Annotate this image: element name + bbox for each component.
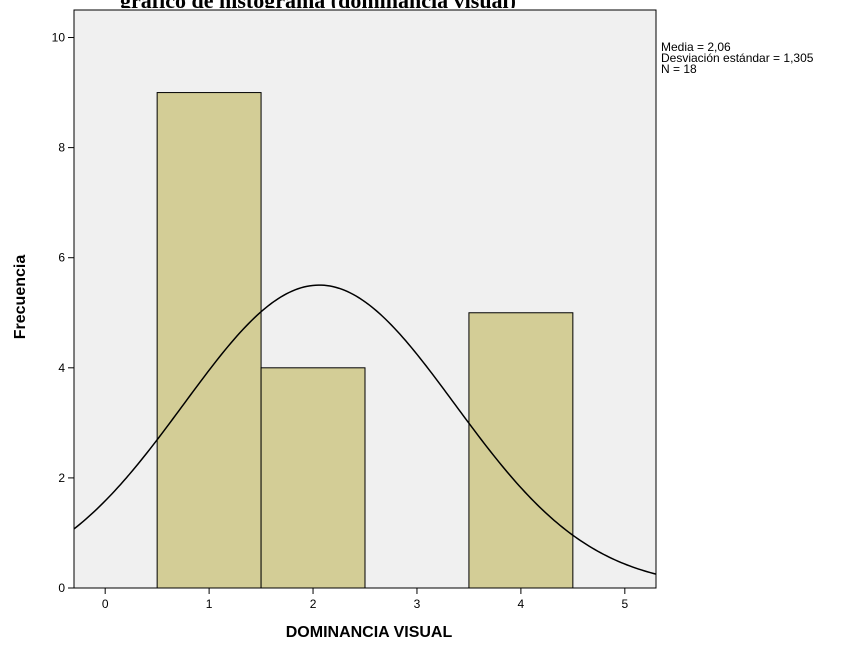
y-tick-label: 2 (58, 471, 65, 485)
stats-mean: Media = 2,06 (661, 40, 731, 54)
x-tick-label: 4 (518, 597, 525, 611)
histogram-bar (156, 92, 262, 589)
x-tick-label: 0 (102, 597, 109, 611)
chart-title-text: gráfico de histograma (dominancia visual… (120, 0, 516, 8)
y-tick-label: 8 (58, 141, 65, 155)
x-tick-label: 2 (310, 597, 317, 611)
x-tick-label: 3 (414, 597, 421, 611)
x-tick-label: 1 (206, 597, 213, 611)
x-axis: 0 1 2 3 4 5 (102, 588, 628, 611)
x-axis-title: DOMINANCIA VISUAL (286, 624, 453, 641)
stats-legend: Media = 2,06 Desviación estándar = 1,305… (661, 40, 814, 76)
stats-sd: Desviación estándar = 1,305 (661, 51, 814, 65)
histogram-bar (260, 367, 366, 589)
y-tick-label: 4 (58, 361, 65, 375)
histogram-bar (468, 312, 574, 589)
chart-title-partial: gráfico de histograma (dominancia visual… (0, 0, 861, 8)
normal-curve (73, 284, 657, 575)
plot-frame (73, 9, 657, 589)
bars-layer (156, 92, 574, 589)
y-tick-label: 6 (58, 251, 65, 265)
y-axis: 0 2 4 6 8 10 (52, 31, 74, 595)
x-tick-label: 5 (621, 597, 628, 611)
y-tick-label: 0 (58, 581, 65, 595)
y-tick-label: 10 (52, 31, 66, 45)
y-axis-title: Frecuencia (12, 255, 29, 340)
stats-n: N = 18 (661, 62, 697, 76)
